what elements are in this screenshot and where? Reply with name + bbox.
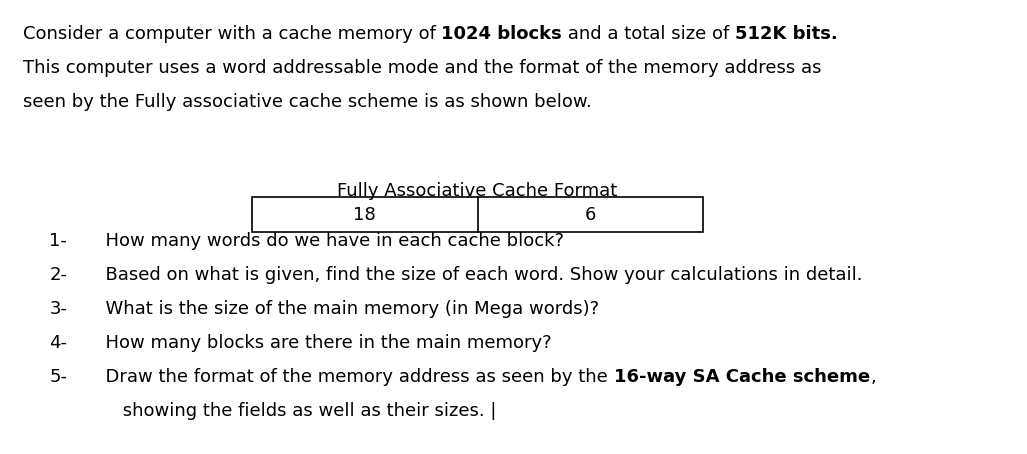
Text: Based on what is given, find the size of each word. Show your calculations in de: Based on what is given, find the size of… <box>94 266 863 284</box>
Text: This computer uses a word addressable mode and the format of the memory address : This computer uses a word addressable mo… <box>23 59 822 77</box>
Text: 512K bits.: 512K bits. <box>735 25 838 43</box>
Text: 2-: 2- <box>49 266 68 284</box>
Text: How many blocks are there in the main memory?: How many blocks are there in the main me… <box>94 334 553 352</box>
Text: Consider a computer with a cache memory of: Consider a computer with a cache memory … <box>23 25 442 43</box>
Text: showing the fields as well as their sizes. |: showing the fields as well as their size… <box>94 402 497 420</box>
Text: Draw the format of the memory address as seen by the: Draw the format of the memory address as… <box>94 368 614 386</box>
Text: How many words do we have in each cache block?: How many words do we have in each cache … <box>94 232 565 250</box>
Text: 5-: 5- <box>49 368 68 386</box>
Text: 1024 blocks: 1024 blocks <box>442 25 562 43</box>
Text: 18: 18 <box>353 206 376 223</box>
Text: Fully Associative Cache Format: Fully Associative Cache Format <box>338 182 617 200</box>
Text: 6: 6 <box>584 206 597 223</box>
Text: 3-: 3- <box>49 300 68 318</box>
Text: 16-way SA Cache scheme: 16-way SA Cache scheme <box>614 368 870 386</box>
Text: ,: , <box>870 368 876 386</box>
Text: 4-: 4- <box>49 334 68 352</box>
Text: and a total size of: and a total size of <box>562 25 735 43</box>
Text: seen by the Fully associative cache scheme is as shown below.: seen by the Fully associative cache sche… <box>23 93 592 111</box>
Text: 1-: 1- <box>49 232 67 250</box>
Bar <box>252 197 703 232</box>
Text: What is the size of the main memory (in Mega words)?: What is the size of the main memory (in … <box>94 300 600 318</box>
